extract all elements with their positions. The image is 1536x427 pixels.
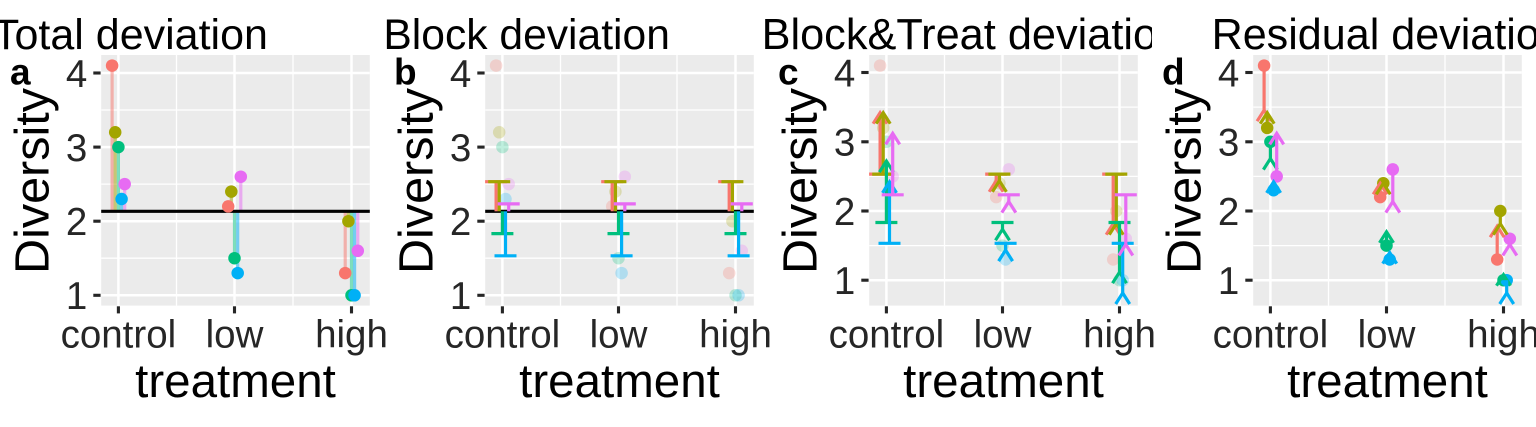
svg-text:1: 1: [1218, 260, 1239, 303]
svg-text:high: high: [1467, 314, 1536, 357]
svg-text:Diversity: Diversity: [5, 87, 59, 274]
svg-text:3: 3: [1218, 122, 1239, 165]
svg-text:treatment: treatment: [135, 355, 336, 408]
svg-text:treatment: treatment: [1287, 355, 1488, 408]
svg-text:low: low: [974, 314, 1032, 357]
svg-text:4: 4: [450, 53, 471, 96]
svg-text:low: low: [1358, 314, 1416, 357]
svg-text:high: high: [1083, 314, 1156, 357]
svg-text:1: 1: [834, 260, 855, 303]
svg-text:2: 2: [1218, 191, 1239, 234]
svg-text:1: 1: [66, 275, 87, 318]
svg-text:2: 2: [66, 201, 87, 244]
svg-text:3: 3: [66, 127, 87, 170]
svg-text:2: 2: [834, 191, 855, 234]
svg-text:4: 4: [1218, 52, 1239, 95]
svg-text:3: 3: [834, 122, 855, 165]
svg-text:Residual deviation: Residual deviation: [1212, 11, 1536, 59]
svg-text:high: high: [699, 314, 772, 357]
svg-text:Diversity: Diversity: [1157, 87, 1211, 274]
svg-text:4: 4: [66, 53, 87, 96]
svg-text:control: control: [61, 314, 177, 357]
svg-text:Block&Treat deviation: Block&Treat deviation: [762, 11, 1182, 59]
svg-text:low: low: [206, 314, 264, 357]
svg-text:Diversity: Diversity: [389, 87, 443, 274]
svg-text:2: 2: [450, 201, 471, 244]
svg-text:high: high: [315, 314, 388, 357]
svg-text:treatment: treatment: [903, 355, 1104, 408]
svg-text:4: 4: [834, 52, 855, 95]
svg-text:Block deviation: Block deviation: [383, 11, 670, 59]
svg-text:Total deviation: Total deviation: [0, 11, 268, 59]
svg-text:d: d: [1162, 51, 1185, 92]
svg-text:low: low: [590, 314, 648, 357]
svg-text:a: a: [10, 51, 31, 92]
svg-text:control: control: [829, 314, 945, 357]
svg-text:c: c: [778, 51, 799, 92]
svg-text:1: 1: [450, 275, 471, 318]
svg-text:3: 3: [450, 127, 471, 170]
svg-text:treatment: treatment: [519, 355, 720, 408]
svg-text:control: control: [445, 314, 561, 357]
svg-text:b: b: [394, 51, 417, 92]
svg-text:Diversity: Diversity: [773, 87, 827, 274]
svg-text:control: control: [1213, 314, 1329, 357]
